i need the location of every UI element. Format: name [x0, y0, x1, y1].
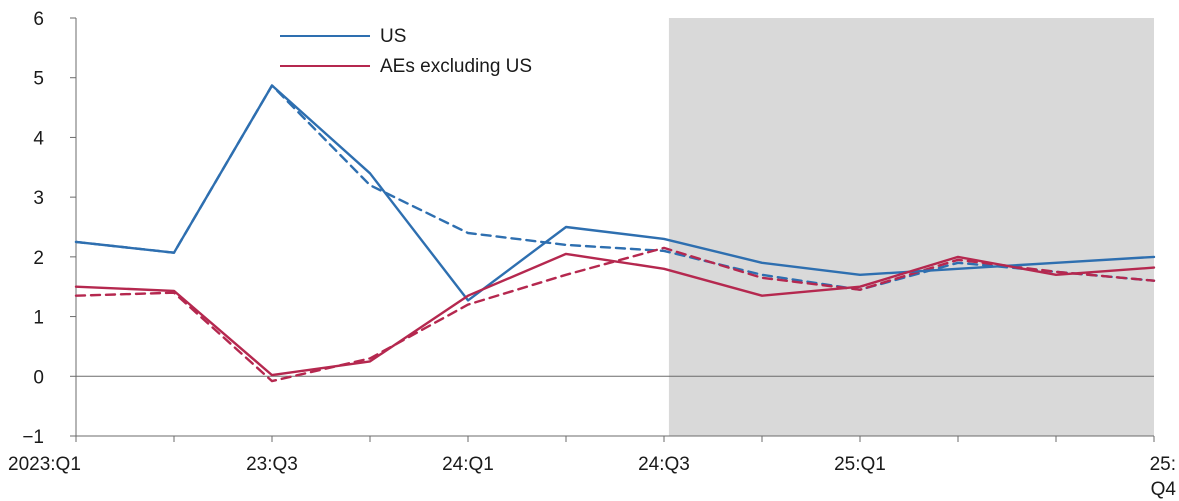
y-tick-label: 5: [33, 69, 44, 90]
x-tick-label: 25:Q1: [834, 454, 886, 475]
legend: US AEs excluding US: [280, 26, 532, 77]
x-tick-label: 2023:Q1: [8, 454, 81, 475]
y-tick-label: 2: [33, 248, 44, 269]
series-line-us: [74, 84, 1156, 302]
y-tick-label: 6: [33, 9, 44, 30]
forecast-shading: [668, 18, 1154, 436]
y-tick-label: 0: [33, 367, 44, 388]
series-line-aes-excluding-us: [74, 252, 1156, 377]
x-tick-label: 23:Q3: [246, 454, 298, 475]
y-tick-label: −1: [22, 427, 44, 448]
x-tick-label: 24:Q3: [638, 454, 690, 475]
legend-label-us: US: [380, 26, 406, 47]
x-tick-label: 25:: [1150, 454, 1176, 475]
series-line-aes-excluding-us-dashed: [74, 246, 1156, 383]
y-tick-label: 4: [33, 128, 44, 149]
y-tick-label: 3: [33, 188, 44, 209]
legend-label-aes-excluding-us: AEs excluding US: [380, 56, 532, 77]
x-tick-label: 24:Q1: [442, 454, 494, 475]
x-tick-label: Q4: [1151, 479, 1177, 500]
y-tick-label: 1: [33, 308, 44, 329]
